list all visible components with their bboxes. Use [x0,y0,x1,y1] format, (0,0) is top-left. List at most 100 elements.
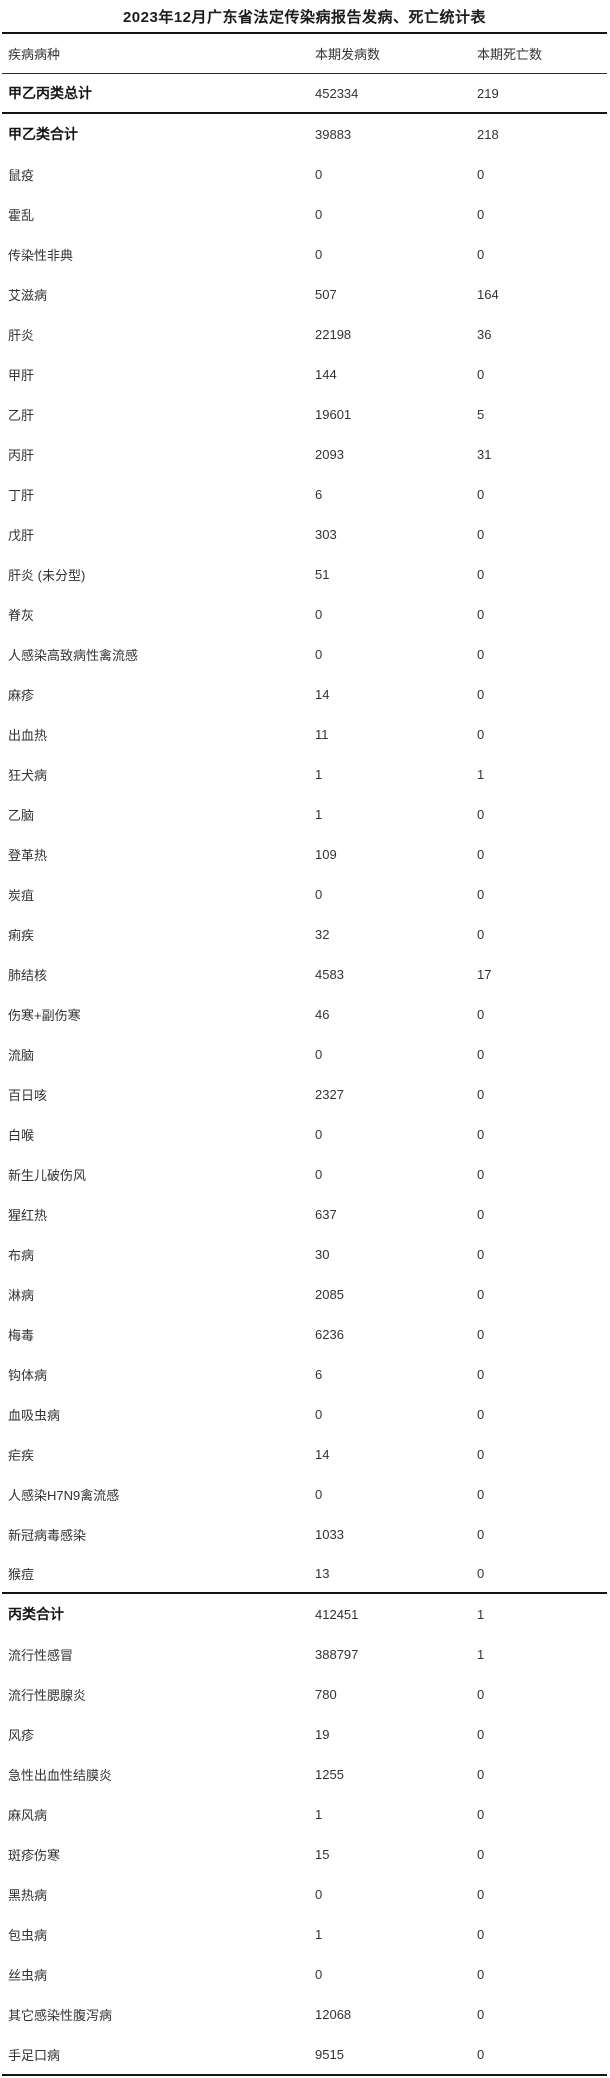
deaths-count-cell: 0 [477,1886,485,1902]
disease-name-cell: 甲乙丙类总计 [8,85,92,101]
cases-count-cell: 13 [315,1565,330,1581]
deaths-count-cell: 0 [477,1966,485,1982]
table-row: 布病 30 0 [2,1234,607,1274]
cases-count-cell: 14 [315,1446,330,1462]
table-row: 丝虫病 0 0 [2,1954,607,1994]
disease-name-cell: 丙类合计 [8,1606,64,1622]
deaths-count-cell: 0 [477,1926,485,1942]
disease-name-cell: 霍乱 [8,207,35,223]
column-header-disease: 疾病病种 [8,47,61,62]
disease-name-cell: 肺结核 [8,967,48,983]
deaths-count-cell: 1 [477,1606,485,1622]
table-row: 脊灰 0 0 [2,594,607,634]
disease-name-cell: 传染性非典 [8,247,74,263]
cases-count-cell: 32 [315,926,330,942]
table-row: 丙类合计 412451 1 [2,1594,607,1634]
disease-name-cell: 甲乙类合计 [8,126,78,142]
table-row: 斑疹伤寒 15 0 [2,1834,607,1874]
table-row: 流行性腮腺炎 780 0 [2,1674,607,1714]
cases-count-cell: 51 [315,566,330,582]
table-row: 其它感染性腹泻病 12068 0 [2,1994,607,2034]
table-row: 新冠病毒感染 1033 0 [2,1514,607,1554]
disease-name-cell: 新生儿破伤风 [8,1167,87,1183]
deaths-count-cell: 0 [477,246,485,262]
deaths-count-cell: 0 [477,1246,485,1262]
deaths-count-cell: 0 [477,1166,485,1182]
disease-name-cell: 猴痘 [8,1566,35,1582]
deaths-count-cell: 0 [477,366,485,382]
disease-name-cell: 登革热 [8,847,48,863]
table-row: 痢疾 32 0 [2,914,607,954]
disease-name-cell: 新冠病毒感染 [8,1527,87,1543]
disease-name-cell: 丙肝 [8,447,35,463]
table-row: 梅毒 6236 0 [2,1314,607,1354]
disease-name-cell: 疟疾 [8,1447,35,1463]
cases-count-cell: 1 [315,766,323,782]
disease-name-cell: 布病 [8,1247,35,1263]
deaths-count-cell: 0 [477,566,485,582]
table-body: 甲乙丙类总计 452334 219 甲乙类合计 39883 218 鼠疫 0 0… [2,74,607,2076]
disease-name-cell: 手足口病 [8,2047,61,2063]
cases-count-cell: 2327 [315,1086,344,1102]
table-row: 风疹 19 0 [2,1714,607,1754]
cases-count-cell: 19 [315,1726,330,1742]
cases-count-cell: 1255 [315,1766,344,1782]
cases-count-cell: 637 [315,1206,337,1222]
column-header-deaths: 本期死亡数 [477,47,543,62]
disease-name-cell: 出血热 [8,727,48,743]
cases-count-cell: 2093 [315,446,344,462]
deaths-count-cell: 0 [477,726,485,742]
disease-name-cell: 其它感染性腹泻病 [8,2007,113,2023]
disease-name-cell: 急性出血性结膜炎 [8,1767,113,1783]
cases-count-cell: 15 [315,1846,330,1862]
cases-count-cell: 144 [315,366,337,382]
table-row: 淋病 2085 0 [2,1274,607,1314]
cases-count-cell: 0 [315,1486,323,1502]
table-row: 流行性感冒 388797 1 [2,1634,607,1674]
disease-name-cell: 乙脑 [8,807,35,823]
table-row: 麻风病 1 0 [2,1794,607,1834]
deaths-count-cell: 0 [477,2046,485,2062]
disease-name-cell: 流脑 [8,1047,35,1063]
table-row: 麻疹 14 0 [2,674,607,714]
deaths-count-cell: 0 [477,1846,485,1862]
disease-name-cell: 肝炎 [8,327,35,343]
table-row: 疟疾 14 0 [2,1434,607,1474]
page-title: 2023年12月广东省法定传染病报告发病、死亡统计表 [2,0,607,34]
deaths-count-cell: 218 [477,126,499,142]
disease-name-cell: 伤寒+副伤寒 [8,1007,81,1023]
table-row: 甲肝 144 0 [2,354,607,394]
disease-name-cell: 百日咳 [8,1087,48,1103]
deaths-count-cell: 1 [477,1646,485,1662]
cases-count-cell: 6236 [315,1326,344,1342]
table-header-row: 疾病病种 本期发病数 本期死亡数 [2,34,607,74]
disease-name-cell: 风疹 [8,1727,35,1743]
deaths-count-cell: 0 [477,1686,485,1702]
disease-name-cell: 丁肝 [8,487,35,503]
disease-name-cell: 淋病 [8,1287,35,1303]
deaths-count-cell: 0 [477,1006,485,1022]
table-row: 百日咳 2327 0 [2,1074,607,1114]
disease-name-cell: 甲肝 [8,367,35,383]
table-row: 猴痘 13 0 [2,1554,607,1594]
deaths-count-cell: 0 [477,1565,485,1581]
cases-count-cell: 0 [315,166,323,182]
disease-name-cell: 梅毒 [8,1327,35,1343]
cases-count-cell: 0 [315,886,323,902]
cases-count-cell: 452334 [315,85,359,101]
cases-count-cell: 2085 [315,1286,344,1302]
cases-count-cell: 303 [315,526,337,542]
table-row: 霍乱 0 0 [2,194,607,234]
disease-name-cell: 炭疽 [8,887,35,903]
table-row: 猩红热 637 0 [2,1194,607,1234]
cases-count-cell: 412451 [315,1606,359,1622]
disease-name-cell: 人感染高致病性禽流感 [8,647,139,663]
cases-count-cell: 0 [315,606,323,622]
deaths-count-cell: 0 [477,1086,485,1102]
cases-count-cell: 1033 [315,1526,344,1542]
cases-count-cell: 1 [315,1926,323,1942]
disease-name-cell: 脊灰 [8,607,35,623]
deaths-count-cell: 17 [477,966,492,982]
disease-name-cell: 痢疾 [8,927,35,943]
table-row: 白喉 0 0 [2,1114,607,1154]
